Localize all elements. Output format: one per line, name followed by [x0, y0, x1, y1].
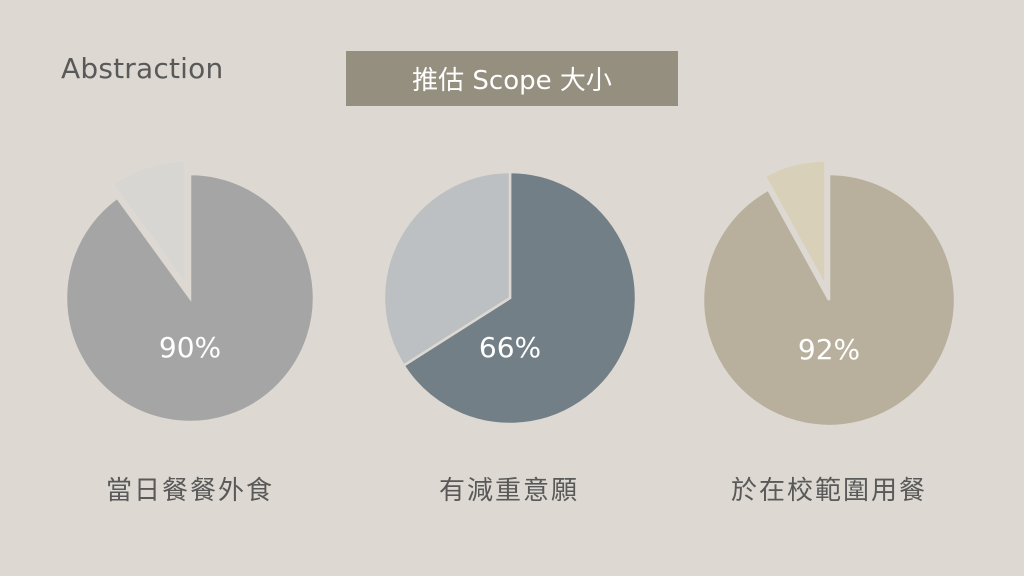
section-label: Abstraction [61, 52, 224, 85]
pie-1-slice-1 [64, 172, 316, 424]
pie-2-value-label: 66% [479, 331, 541, 364]
slide-title: 推估 Scope 大小 [346, 51, 678, 106]
pie-3-value-label: 92% [798, 333, 860, 366]
pie-3-slice-1 [701, 172, 957, 428]
pie-caption-1: 當日餐餐外食 [105, 476, 274, 506]
pie-2-slice-1 [401, 170, 638, 426]
pie-3-slice-2 [763, 159, 827, 288]
pie-caption-2: 有減重意願 [438, 476, 579, 506]
pie-2-slice-2 [382, 170, 512, 368]
pie-1-value-label: 90% [159, 331, 221, 364]
pie-caption-3: 於在校範圍用餐 [730, 476, 927, 506]
pie-1-slice-2 [111, 159, 187, 289]
